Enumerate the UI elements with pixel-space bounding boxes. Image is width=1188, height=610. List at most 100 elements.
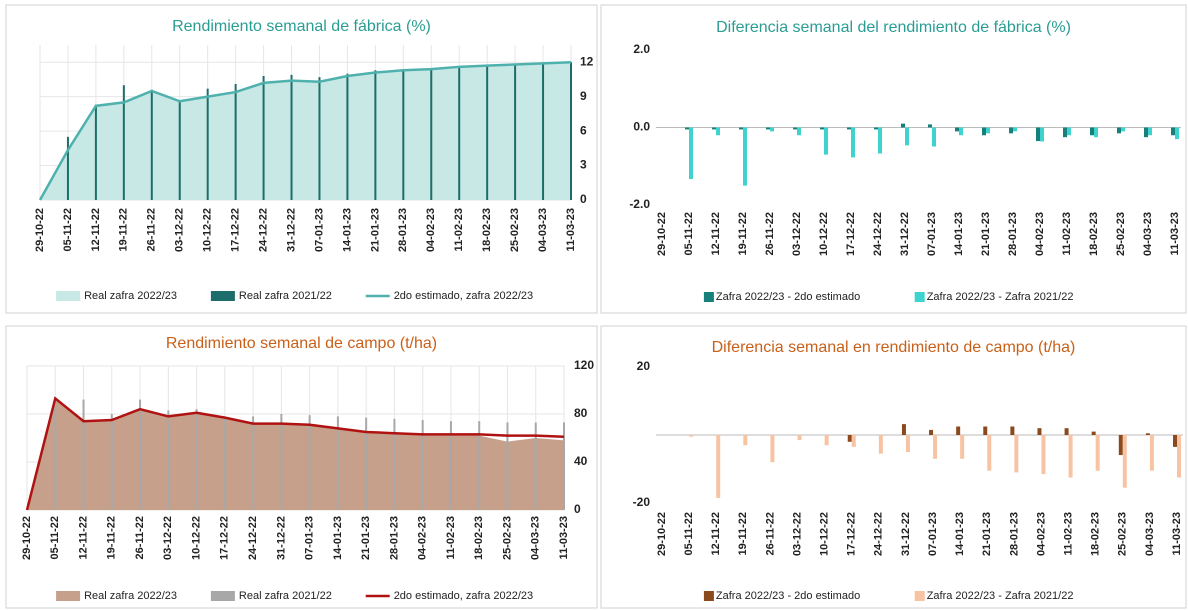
bar — [959, 127, 963, 136]
x-tick-label: 21-01-23 — [981, 512, 993, 556]
bar — [901, 424, 906, 435]
bar — [1014, 435, 1019, 473]
bar — [797, 127, 801, 136]
legend-swatch — [210, 591, 235, 601]
bar — [847, 435, 852, 442]
x-tick-label: 07-01-23 — [927, 512, 939, 556]
bar — [743, 127, 747, 186]
x-tick-label: 05-11-22 — [49, 516, 61, 559]
bar — [478, 421, 481, 510]
x-tick-label: 26-11-22 — [764, 212, 776, 255]
x-tick-label: 31-12-22 — [899, 212, 911, 256]
x-tick-label: 31-12-22 — [285, 208, 297, 252]
bar — [1009, 127, 1013, 134]
bar — [1118, 435, 1123, 456]
bar — [1171, 127, 1175, 136]
x-tick-label: 17-12-22 — [230, 208, 242, 252]
area — [40, 62, 571, 200]
x-tick-label: 28-01-23 — [388, 516, 400, 560]
bar — [1094, 127, 1098, 138]
bar — [178, 100, 181, 200]
bar — [506, 422, 509, 510]
legend-label: Real zafra 2022/23 — [84, 290, 177, 302]
bar — [234, 84, 237, 200]
x-tick-label: 03-12-22 — [791, 512, 803, 556]
x-tick-label: 07-01-23 — [304, 516, 316, 560]
bar — [878, 435, 883, 454]
bar — [851, 127, 855, 158]
bar — [933, 435, 938, 459]
bar — [1040, 127, 1044, 142]
x-tick-label: 10-12-22 — [202, 208, 214, 252]
bar — [824, 435, 829, 446]
legend-label: Real zafra 2022/23 — [84, 590, 177, 602]
bar — [1148, 127, 1152, 136]
x-tick-label: 12-11-22 — [77, 516, 89, 559]
line — [25, 396, 565, 511]
x-tick-label: 28-01-23 — [1008, 512, 1020, 556]
panel — [600, 4, 1187, 314]
legend-label: 2do estimado, zafra 2022/23 — [394, 290, 533, 302]
legend-swatch — [56, 591, 81, 601]
bar — [1063, 127, 1067, 138]
x-tick-label: 25-02-23 — [1115, 212, 1127, 256]
x-tick-label: 12-11-22 — [710, 212, 722, 255]
x-tick-label: 26-11-22 — [764, 512, 776, 555]
x-tick-label: 11-03-23 — [558, 516, 570, 559]
legend-label: Real zafra 2021/22 — [239, 290, 332, 302]
bar — [987, 435, 992, 471]
x-tick-label: 05-11-22 — [683, 512, 695, 555]
y-tick-label: 0 — [574, 502, 581, 516]
legend-label: 2do estimado, zafra 2022/23 — [394, 590, 533, 602]
bar — [1177, 435, 1181, 478]
bar — [1091, 431, 1096, 435]
bar — [402, 69, 405, 200]
bar — [449, 421, 452, 510]
bar — [1122, 435, 1127, 488]
x-tick-label: 19-11-22 — [106, 516, 118, 559]
x-tick-label: 11-03-23 — [1171, 512, 1183, 555]
bar — [986, 127, 990, 134]
chart-title: Diferencia semanal en rendimiento de cam… — [712, 339, 1076, 356]
x-tick-label: 25-02-23 — [1117, 512, 1129, 556]
bar — [66, 136, 69, 200]
bar — [290, 74, 293, 200]
legend-label: Zafra 2022/23 - Zafra 2021/22 — [927, 291, 1074, 303]
y-tick-label: 40 — [574, 454, 588, 468]
bar — [1144, 127, 1148, 138]
bar — [716, 127, 720, 136]
bar — [1095, 435, 1100, 471]
x-tick-label: 18-02-23 — [1088, 212, 1100, 256]
x-tick-label: 26-11-22 — [134, 516, 146, 559]
bar — [824, 127, 828, 155]
x-tick-label: 03-12-22 — [162, 516, 174, 560]
bar — [1010, 426, 1015, 435]
bar — [956, 426, 961, 435]
bar — [1090, 127, 1094, 136]
bar — [252, 416, 255, 510]
x-tick-label: 17-12-22 — [846, 512, 858, 556]
x-tick-label: 07-01-23 — [313, 208, 325, 252]
x-tick-label: 21-01-23 — [369, 208, 381, 252]
bar — [1175, 127, 1179, 140]
bar — [1064, 428, 1069, 435]
bar — [1121, 127, 1125, 132]
bar — [430, 67, 433, 201]
bar — [223, 416, 226, 510]
y-tick-label: 120 — [574, 358, 594, 372]
bar — [905, 435, 910, 452]
bar — [365, 417, 368, 510]
x-tick-label: 19-11-22 — [118, 208, 130, 251]
x-tick-label: 29-10-22 — [34, 208, 46, 252]
bar — [336, 416, 339, 510]
bar — [308, 415, 311, 510]
y-tick-label: 20 — [637, 359, 651, 373]
bar — [421, 420, 424, 510]
y-tick-label: 2.0 — [633, 42, 650, 56]
legend-label: Zafra 2022/23 - Zafra 2021/22 — [927, 590, 1074, 602]
y-tick-label: -20 — [633, 495, 651, 509]
y-tick-label: 12 — [580, 54, 594, 68]
x-tick-label: 14-01-23 — [954, 512, 966, 556]
x-tick-label: 11-02-23 — [1061, 212, 1073, 255]
bar — [570, 62, 572, 200]
